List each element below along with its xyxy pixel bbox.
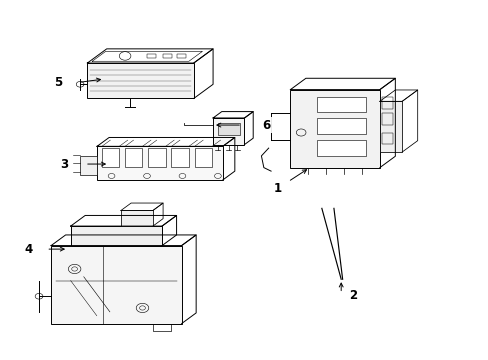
- Text: 2: 2: [348, 289, 357, 302]
- Bar: [317, 118, 366, 134]
- Bar: [382, 98, 393, 109]
- Bar: [317, 96, 366, 112]
- Bar: [382, 113, 393, 125]
- Bar: [121, 211, 153, 226]
- Bar: [290, 90, 379, 168]
- Bar: [382, 132, 393, 144]
- Bar: [194, 148, 212, 167]
- Bar: [317, 140, 366, 156]
- Text: 1: 1: [273, 183, 281, 195]
- Bar: [148, 148, 165, 167]
- Bar: [213, 118, 244, 145]
- Bar: [71, 226, 162, 246]
- Bar: [87, 63, 193, 99]
- Bar: [125, 148, 142, 167]
- Text: 6: 6: [262, 118, 270, 131]
- Bar: [379, 101, 402, 152]
- Bar: [97, 146, 223, 180]
- Text: 4: 4: [24, 243, 33, 256]
- Bar: [171, 148, 188, 167]
- Bar: [147, 54, 156, 58]
- Bar: [177, 54, 185, 58]
- Text: 3: 3: [61, 158, 69, 171]
- Bar: [102, 148, 119, 167]
- Bar: [80, 157, 97, 175]
- Bar: [163, 54, 172, 58]
- Text: 5: 5: [54, 76, 62, 89]
- Bar: [218, 123, 239, 135]
- Bar: [51, 246, 181, 324]
